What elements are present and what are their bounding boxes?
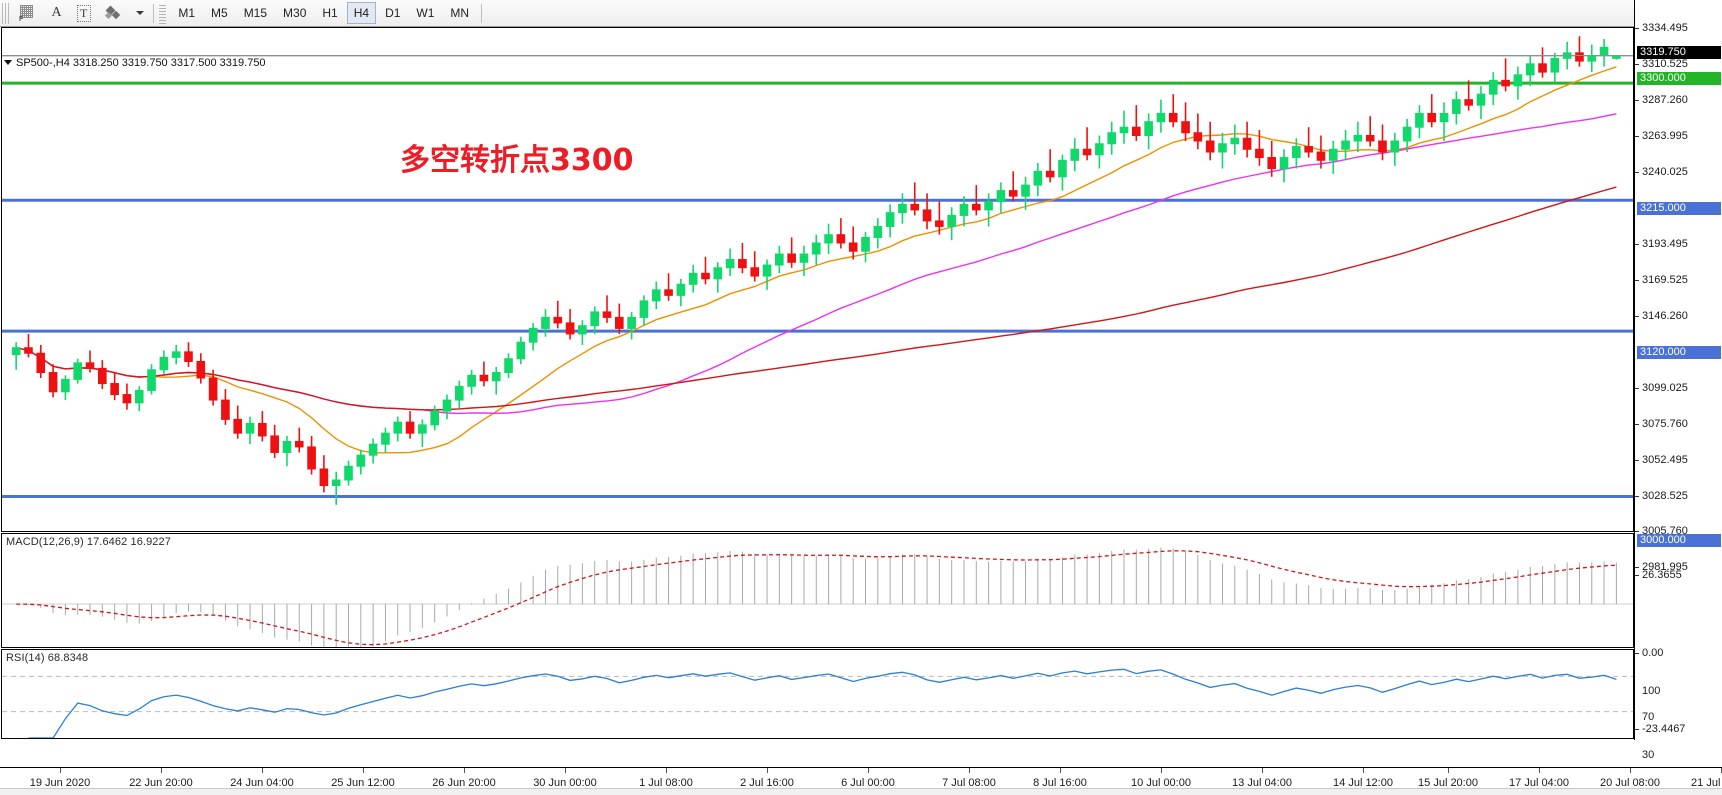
price-tick: 3287.260 bbox=[1635, 94, 1722, 107]
status-bar bbox=[0, 788, 1722, 795]
time-label: 22 Jun 20:00 bbox=[129, 777, 193, 789]
timeframe-m5[interactable]: M5 bbox=[211, 6, 228, 20]
price-tick: 3052.495 bbox=[1635, 454, 1722, 467]
time-label: 30 Jun 00:00 bbox=[533, 777, 597, 789]
time-label: 2 Jul 16:00 bbox=[740, 777, 794, 789]
time-tick bbox=[1262, 768, 1263, 773]
symbol-ohlc-label: SP500-,H4 3318.250 3319.750 3317.500 331… bbox=[16, 57, 266, 69]
rsi-tick: 70 bbox=[1642, 711, 1655, 723]
macd-panel[interactable]: MACD(12,26,9) 17.6462 16.9227 bbox=[1, 533, 1634, 648]
price-scale[interactable]: 3334.495 3310.525 3287.260 3263.995 3240.025… bbox=[1634, 0, 1722, 789]
price-tick: 3169.525 bbox=[1635, 274, 1722, 287]
chart-annotation-text: 多空转折点3300 bbox=[400, 143, 634, 178]
price-tag-3120-000: 3120.000 bbox=[1637, 346, 1721, 359]
timeframe-m15[interactable]: M15 bbox=[243, 6, 268, 20]
time-label: 25 Jun 12:00 bbox=[331, 777, 395, 789]
symbol-collapse-icon[interactable] bbox=[4, 60, 12, 65]
price-tag-3300-000: 3300.000 bbox=[1637, 72, 1721, 85]
rsi-plot bbox=[2, 650, 1633, 738]
macd-tick: 0.00 bbox=[1635, 647, 1722, 660]
time-label: 8 Jul 16:00 bbox=[1033, 777, 1087, 789]
time-tick bbox=[60, 768, 61, 773]
timeframe-h1[interactable]: H1 bbox=[322, 6, 338, 20]
price-tick: 3099.025 bbox=[1635, 382, 1722, 395]
time-label: 26 Jun 20:00 bbox=[432, 777, 496, 789]
text-label-glyph: A bbox=[51, 5, 62, 20]
time-tick bbox=[363, 768, 364, 773]
time-label: 7 Jul 08:00 bbox=[942, 777, 996, 789]
time-tick bbox=[1060, 768, 1061, 773]
price-tick: 3146.260 bbox=[1635, 310, 1722, 323]
time-label: 21 Jul 16:00 bbox=[1691, 777, 1722, 789]
time-label: 14 Jul 12:00 bbox=[1333, 777, 1393, 789]
time-label: 19 Jun 2020 bbox=[29, 777, 91, 789]
toolbar-divider bbox=[153, 3, 155, 23]
toolbar-divider-2 bbox=[481, 3, 483, 23]
time-label: 17 Jul 04:00 bbox=[1509, 777, 1569, 789]
time-label: 20 Jul 08:00 bbox=[1600, 777, 1660, 789]
time-label: 10 Jul 00:00 bbox=[1131, 777, 1191, 789]
toolbar-grip[interactable] bbox=[2, 2, 9, 24]
time-label: 1 Jul 08:00 bbox=[639, 777, 693, 789]
timeframe-w1[interactable]: W1 bbox=[416, 6, 435, 20]
time-label: 13 Jul 04:00 bbox=[1232, 777, 1292, 789]
text-box-icon[interactable]: T bbox=[71, 2, 97, 25]
timeframe-h4[interactable]: H4 bbox=[346, 2, 377, 24]
time-label: 24 Jun 04:00 bbox=[230, 777, 294, 789]
rsi-tick: 30 bbox=[1642, 749, 1655, 761]
rsi-label: RSI(14) 68.8348 bbox=[6, 652, 89, 664]
time-tick bbox=[1539, 768, 1540, 773]
timeframe-m30[interactable]: M30 bbox=[283, 6, 307, 20]
price-chart-panel[interactable] bbox=[1, 27, 1634, 532]
time-label: 6 Jul 00:00 bbox=[841, 777, 895, 789]
timeframe-d1[interactable]: D1 bbox=[385, 6, 401, 20]
price-plot[interactable] bbox=[2, 28, 1633, 531]
time-tick bbox=[565, 768, 566, 773]
time-tick bbox=[464, 768, 465, 773]
macd-tick: 26.3655 bbox=[1635, 569, 1722, 582]
time-tick bbox=[161, 768, 162, 773]
price-tick: 3334.495 bbox=[1635, 22, 1722, 35]
timeframe-grip[interactable] bbox=[159, 2, 167, 24]
chart-area[interactable]: SP500-,H4 3318.250 3319.750 3317.500 331… bbox=[0, 27, 1722, 767]
price-tick: 2981.995 bbox=[1635, 561, 1722, 574]
time-tick bbox=[666, 768, 667, 773]
price-tick: 3263.995 bbox=[1635, 130, 1722, 143]
crosshair-icon[interactable]: F bbox=[13, 2, 42, 25]
price-tick: 3075.760 bbox=[1635, 418, 1722, 431]
rsi-tick: 100 bbox=[1642, 685, 1661, 697]
time-tick bbox=[767, 768, 768, 773]
timeframe-mn[interactable]: MN bbox=[450, 6, 470, 20]
price-tick: 3310.525 bbox=[1635, 58, 1722, 71]
price-tag-3319-750: 3319.750 bbox=[1637, 46, 1721, 59]
text-box-glyph: T bbox=[77, 4, 92, 22]
shapes-icon[interactable] bbox=[99, 2, 130, 25]
time-tick bbox=[262, 768, 263, 773]
price-tick: 3240.025 bbox=[1635, 166, 1722, 179]
time-tick bbox=[868, 768, 869, 773]
text-label-icon[interactable]: A bbox=[44, 2, 69, 25]
chevron-down-icon[interactable] bbox=[132, 2, 148, 25]
price-tick: 3193.495 bbox=[1635, 238, 1722, 251]
time-tick bbox=[1630, 768, 1631, 773]
time-tick bbox=[1161, 768, 1162, 773]
time-tick bbox=[1448, 768, 1449, 773]
macd-label: MACD(12,26,9) 17.6462 16.9227 bbox=[6, 536, 171, 548]
time-tick bbox=[1363, 768, 1364, 773]
timeframe-m1[interactable]: M1 bbox=[178, 6, 196, 20]
time-tick bbox=[969, 768, 970, 773]
toolbar: F A T M1 M5 M15 M30 H1 H4 D1 W1 MN bbox=[0, 0, 1722, 27]
price-tag-3215-000: 3215.000 bbox=[1637, 202, 1721, 215]
macd-tick: -23.4467 bbox=[1635, 723, 1722, 736]
rsi-panel[interactable]: RSI(14) 68.8348 bbox=[1, 649, 1634, 739]
price-tag-3000-000: 3000.000 bbox=[1637, 534, 1721, 547]
price-tick: 3028.525 bbox=[1635, 490, 1722, 503]
time-label: 15 Jul 20:00 bbox=[1418, 777, 1478, 789]
macd-plot bbox=[2, 534, 1633, 647]
